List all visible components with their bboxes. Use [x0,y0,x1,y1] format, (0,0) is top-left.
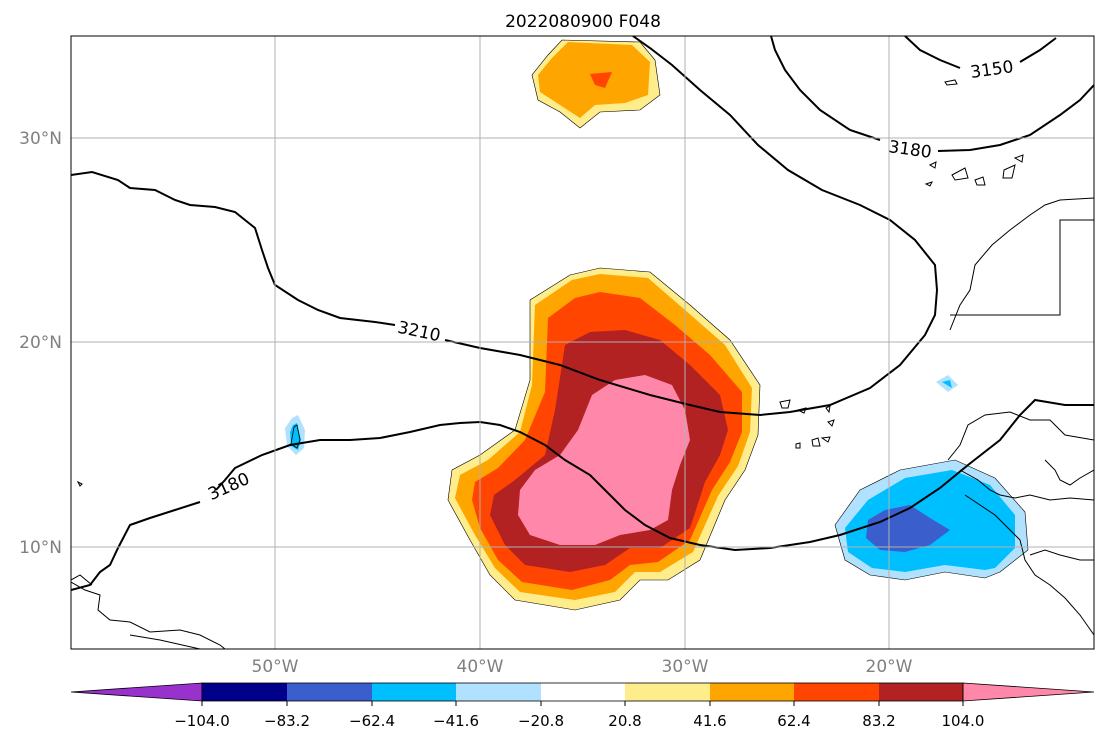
colorbar-segment [625,683,710,701]
colorbar: −104.0 −83.2 −62.4 −41.6 −20.8 20.8 41.6… [70,682,1095,730]
colorbar-segment [879,683,963,701]
figure-title: 2022080900 F048 [505,12,661,32]
colorbar-segment [456,683,541,701]
colorbar-segment [794,683,879,701]
lon-label-40w: 40°W [457,657,504,677]
colorbar-segment [202,683,287,701]
colorbar-tick-label: 20.8 [608,712,641,730]
lat-label-30n: 30°N [19,129,62,149]
colorbar-extend-high [962,682,1095,702]
longitude-labels: 50°W 40°W 30°W 20°W [252,657,913,677]
map-panel: 3150 3180 3210 3180 30°N 20°N 10°N 50°W [19,35,1095,677]
colorbar-ticks [201,701,964,706]
height-contours [71,36,1094,591]
lon-label-20w: 20°W [866,657,913,677]
colorbar-tick-labels: −104.0 −83.2 −62.4 −41.6 −20.8 20.8 41.6… [174,712,984,730]
colorbar-tick-label: 62.4 [777,712,810,730]
colorbar-tick-label: −104.0 [174,712,230,730]
colorbar-segment [372,683,456,701]
lat-label-20n: 20°N [19,333,62,353]
colorbar-segment [287,683,372,701]
colorbar-tick-label: −83.2 [264,712,310,730]
colorbar-tick-label: −20.8 [518,712,564,730]
colorbar-segment [710,683,794,701]
coastlines [71,79,1094,649]
lon-label-30w: 30°W [662,657,709,677]
colorbar-tick-label: 41.6 [693,712,726,730]
lon-label-50w: 50°W [252,657,299,677]
latitude-labels: 30°N 20°N 10°N [19,129,62,558]
colorbar-extend-low [70,682,203,702]
anomaly-blob-central [447,267,761,611]
lat-label-10n: 10°N [19,538,62,558]
colorbar-tick-label: −62.4 [349,712,395,730]
colorbar-tick-label: 83.2 [862,712,895,730]
gridlines [71,36,1094,649]
colorbar-segment [541,683,625,701]
map-frame [70,35,1095,650]
colorbar-frame [201,682,964,702]
colorbar-tick-label: 104.0 [942,712,985,730]
anomaly-blob-north [531,39,661,129]
colorbar-tick-label: −41.6 [433,712,479,730]
